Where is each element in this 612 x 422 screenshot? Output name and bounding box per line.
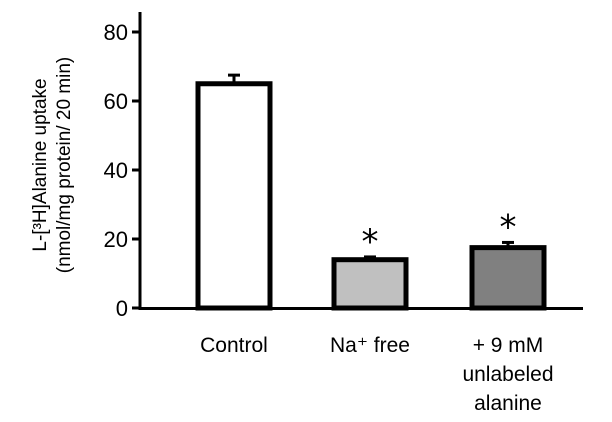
y-tick-label: 20 — [104, 227, 128, 252]
bar — [195, 81, 273, 311]
y-tick-label: 80 — [104, 20, 128, 45]
y-tick-label: 0 — [116, 296, 128, 321]
bar — [469, 245, 547, 311]
significance-marker: * — [500, 207, 517, 247]
y-axis-label: L-[³H]Alanine uptake (nmol/mg protein/ 2… — [30, 57, 75, 273]
y-tick-label: 40 — [104, 158, 128, 183]
category-label: alanine — [474, 392, 542, 415]
bars: * * — [195, 73, 547, 311]
y-axis-label-line2: (nmol/mg protein/ 20 min) — [54, 57, 75, 273]
category-label: unlabeled — [462, 363, 553, 386]
category-labels: Control Na⁺ free + 9 mM unlabeled alanine — [200, 334, 553, 415]
bar — [331, 257, 409, 311]
significance-marker: * — [362, 222, 379, 262]
category-label: Control — [200, 334, 268, 357]
category-label: + 9 mM — [473, 334, 544, 357]
category-label: Na⁺ free — [330, 334, 410, 357]
y-axis-ticks: 0 20 40 60 80 — [104, 20, 140, 321]
y-tick-label: 60 — [104, 89, 128, 114]
y-axis-label-line1: L-[³H]Alanine uptake — [30, 78, 51, 251]
